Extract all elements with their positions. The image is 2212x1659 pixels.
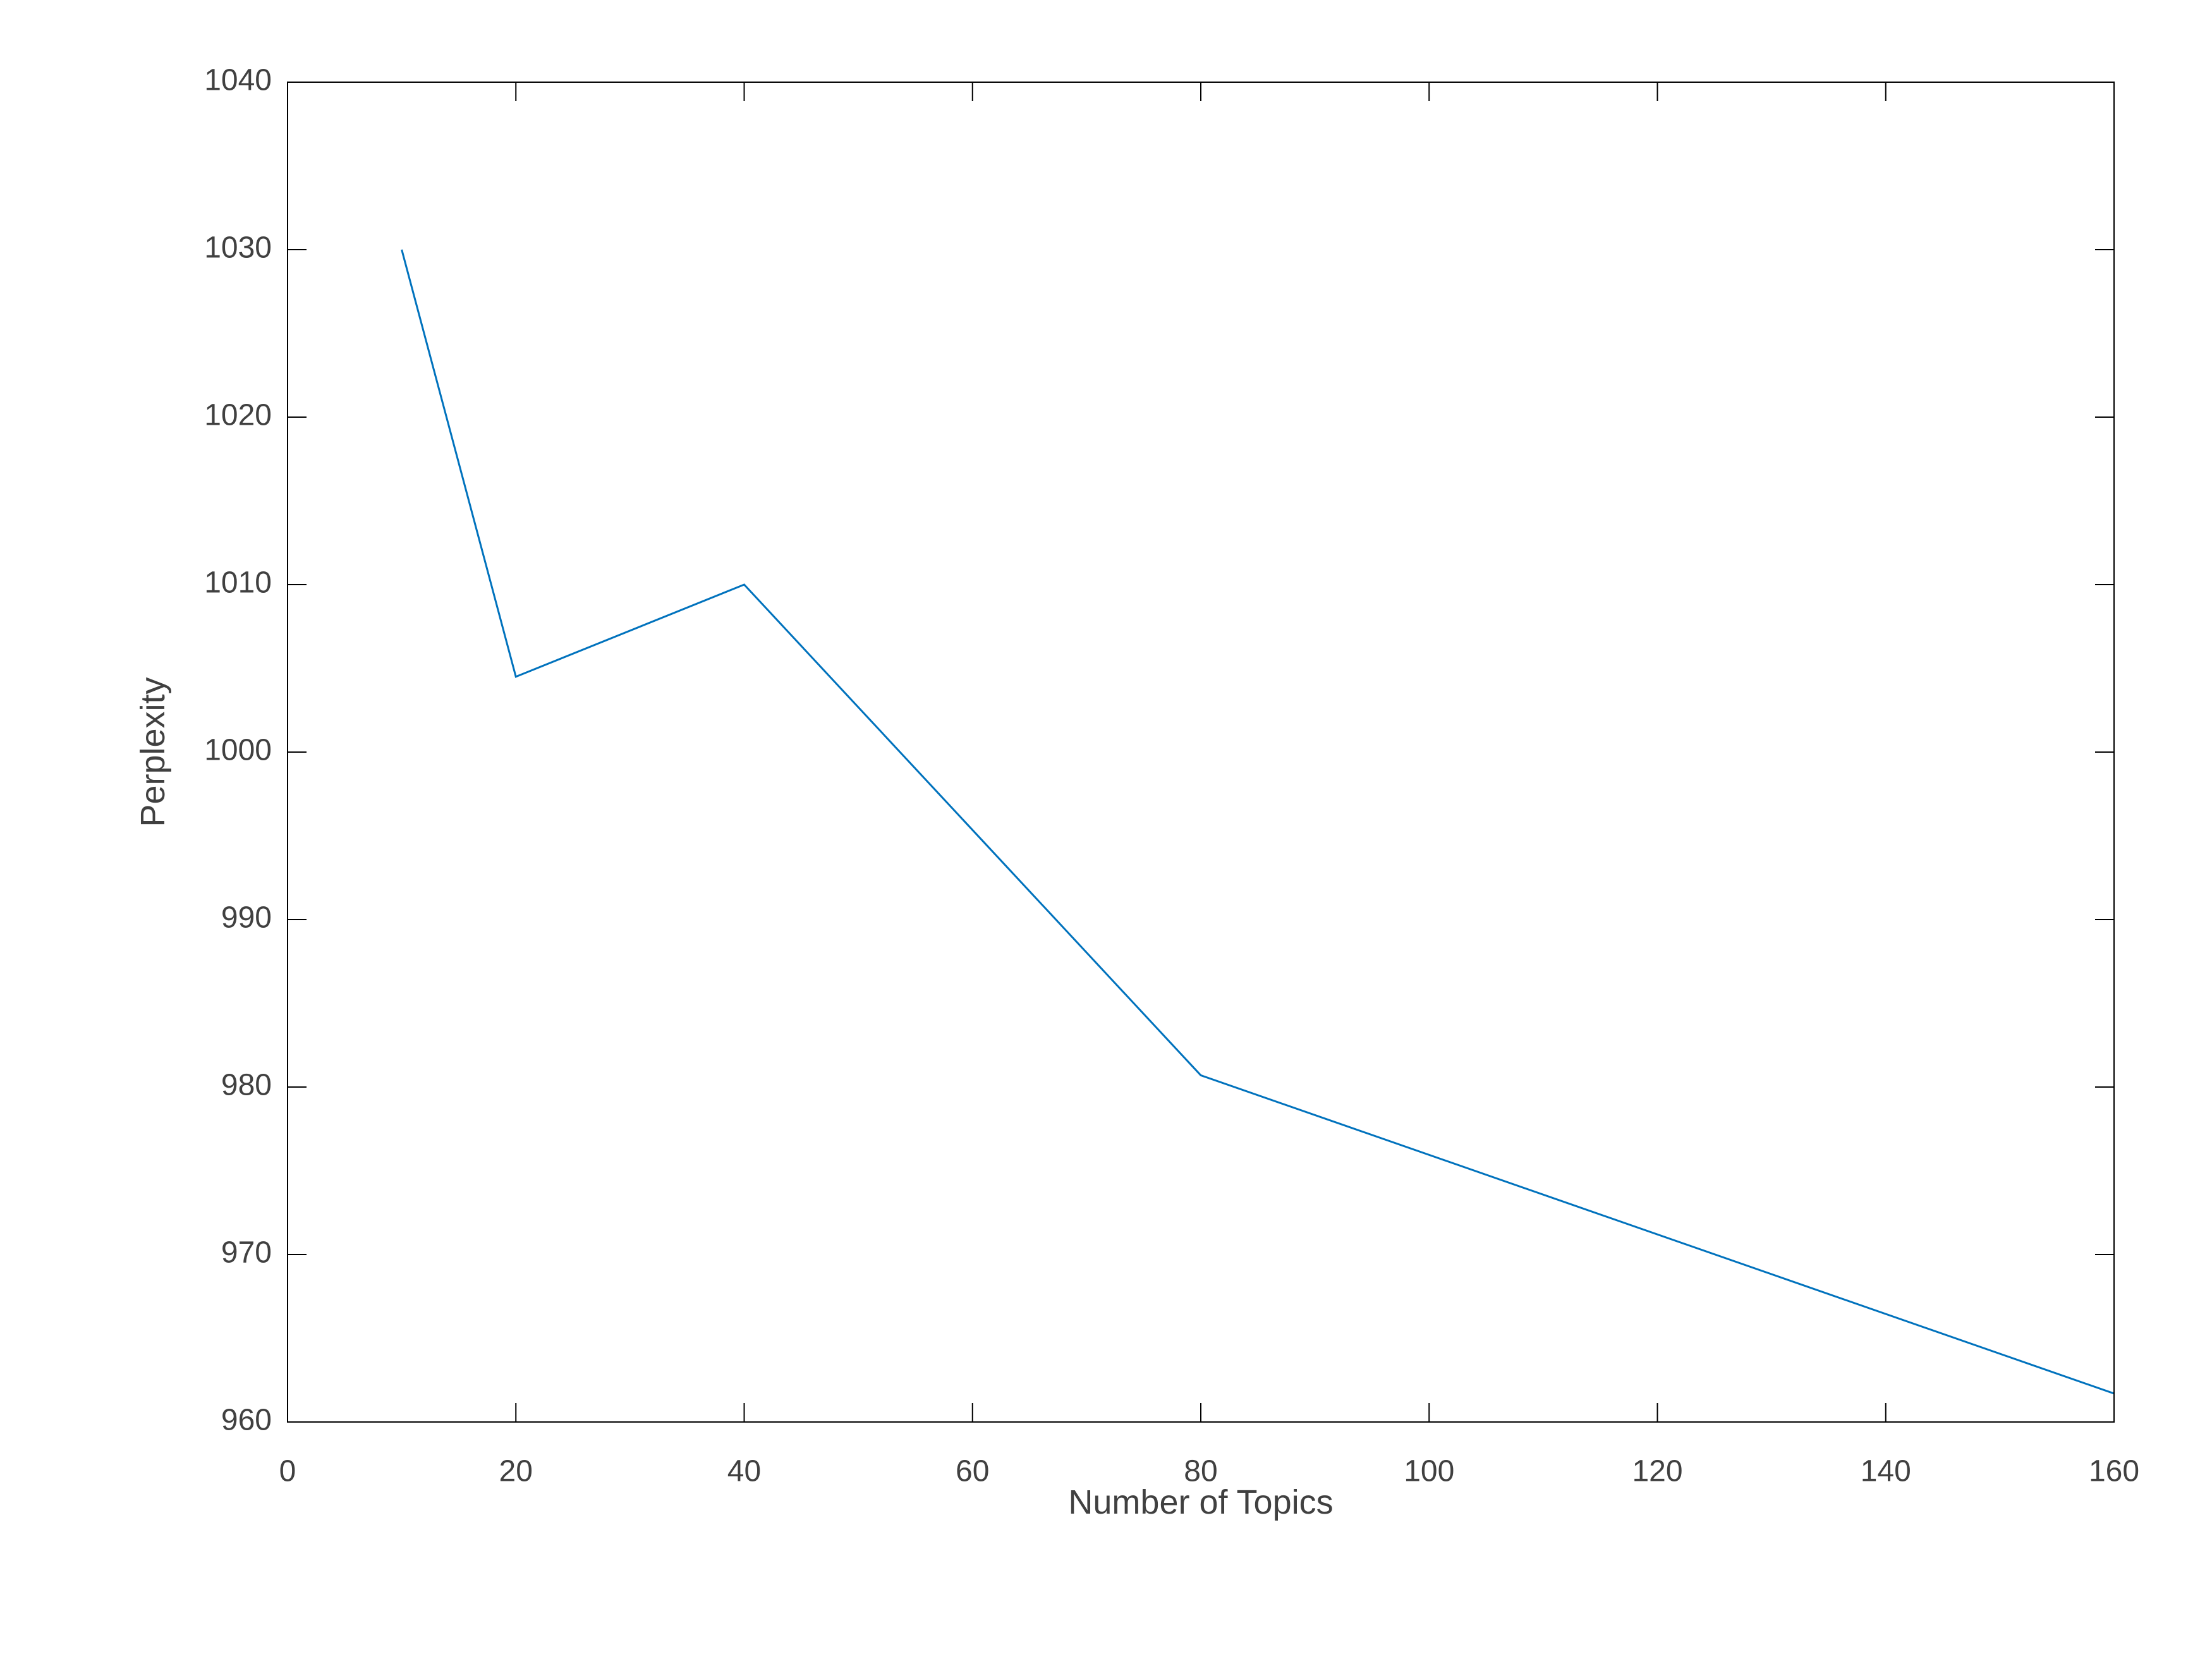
y-tick-label: 1010	[204, 566, 272, 600]
x-tick-label: 120	[1632, 1455, 1682, 1488]
y-tick-label: 1000	[204, 734, 272, 767]
chart-svg: 0204060801001201401609609709809901000101…	[0, 0, 2212, 1659]
x-tick-label: 140	[1861, 1455, 1911, 1488]
y-tick-label: 990	[221, 901, 272, 935]
y-tick-label: 960	[221, 1404, 272, 1437]
y-tick-label: 980	[221, 1069, 272, 1102]
y-tick-label: 1020	[204, 399, 272, 432]
x-tick-label: 100	[1404, 1455, 1454, 1488]
y-tick-label: 1030	[204, 231, 272, 265]
x-axis-label: Number of Topics	[1068, 1483, 1333, 1521]
x-tick-label: 40	[727, 1455, 761, 1488]
x-tick-label: 160	[2089, 1455, 2139, 1488]
y-axis-label: Perplexity	[134, 677, 172, 827]
x-tick-label: 60	[956, 1455, 989, 1488]
x-tick-label: 20	[499, 1455, 533, 1488]
x-tick-label: 0	[279, 1455, 296, 1488]
perplexity-chart: 0204060801001201401609609709809901000101…	[0, 0, 2212, 1659]
y-tick-label: 1040	[204, 64, 272, 97]
y-tick-label: 970	[221, 1236, 272, 1270]
